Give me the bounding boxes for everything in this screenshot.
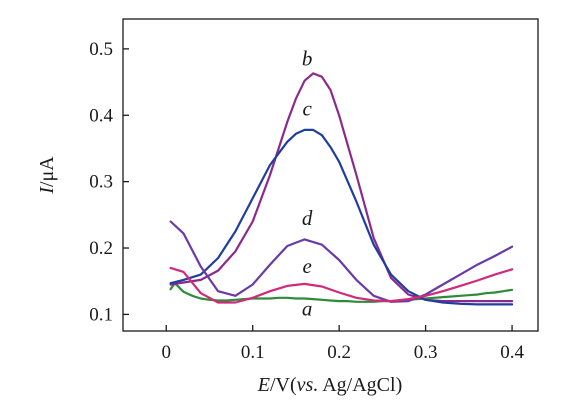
x-axis-label: E/V(vs. Ag/AgCl) bbox=[257, 374, 402, 396]
curve-label-a: a bbox=[302, 297, 313, 321]
curve-label-e: e bbox=[302, 254, 311, 278]
curve-labels: a b c de bbox=[302, 46, 313, 320]
y-tick-label: 0.5 bbox=[89, 39, 113, 60]
y-tick-label: 0.3 bbox=[89, 172, 113, 193]
x-tick-label: 0.4 bbox=[500, 342, 524, 363]
y-tick-label: 0.2 bbox=[89, 238, 113, 259]
plot-frame bbox=[122, 18, 539, 332]
axis-ticks: 0 0.1 0.2 0.3 0.4 0.1 0.2 0.3 0.4 0.5 bbox=[89, 39, 524, 363]
y-tick-label: 0.1 bbox=[89, 304, 113, 325]
series-d-line bbox=[169, 220, 514, 303]
series-c-line bbox=[169, 128, 514, 306]
curve-label-c: c bbox=[302, 96, 312, 120]
x-tick-label: 0.2 bbox=[327, 342, 351, 363]
series-layer bbox=[169, 72, 514, 306]
series-b-line bbox=[169, 72, 514, 303]
x-tick-label: 0.3 bbox=[414, 342, 438, 363]
series-a-line bbox=[169, 282, 514, 303]
curve-label-b: b bbox=[302, 46, 313, 70]
curve-label-d: d bbox=[302, 206, 313, 230]
y-axis-label: I/μA bbox=[36, 156, 58, 195]
series-e-line bbox=[169, 266, 514, 304]
y-tick-label: 0.4 bbox=[89, 105, 113, 126]
x-tick-label: 0 bbox=[161, 342, 171, 363]
x-tick-label: 0.1 bbox=[241, 342, 265, 363]
